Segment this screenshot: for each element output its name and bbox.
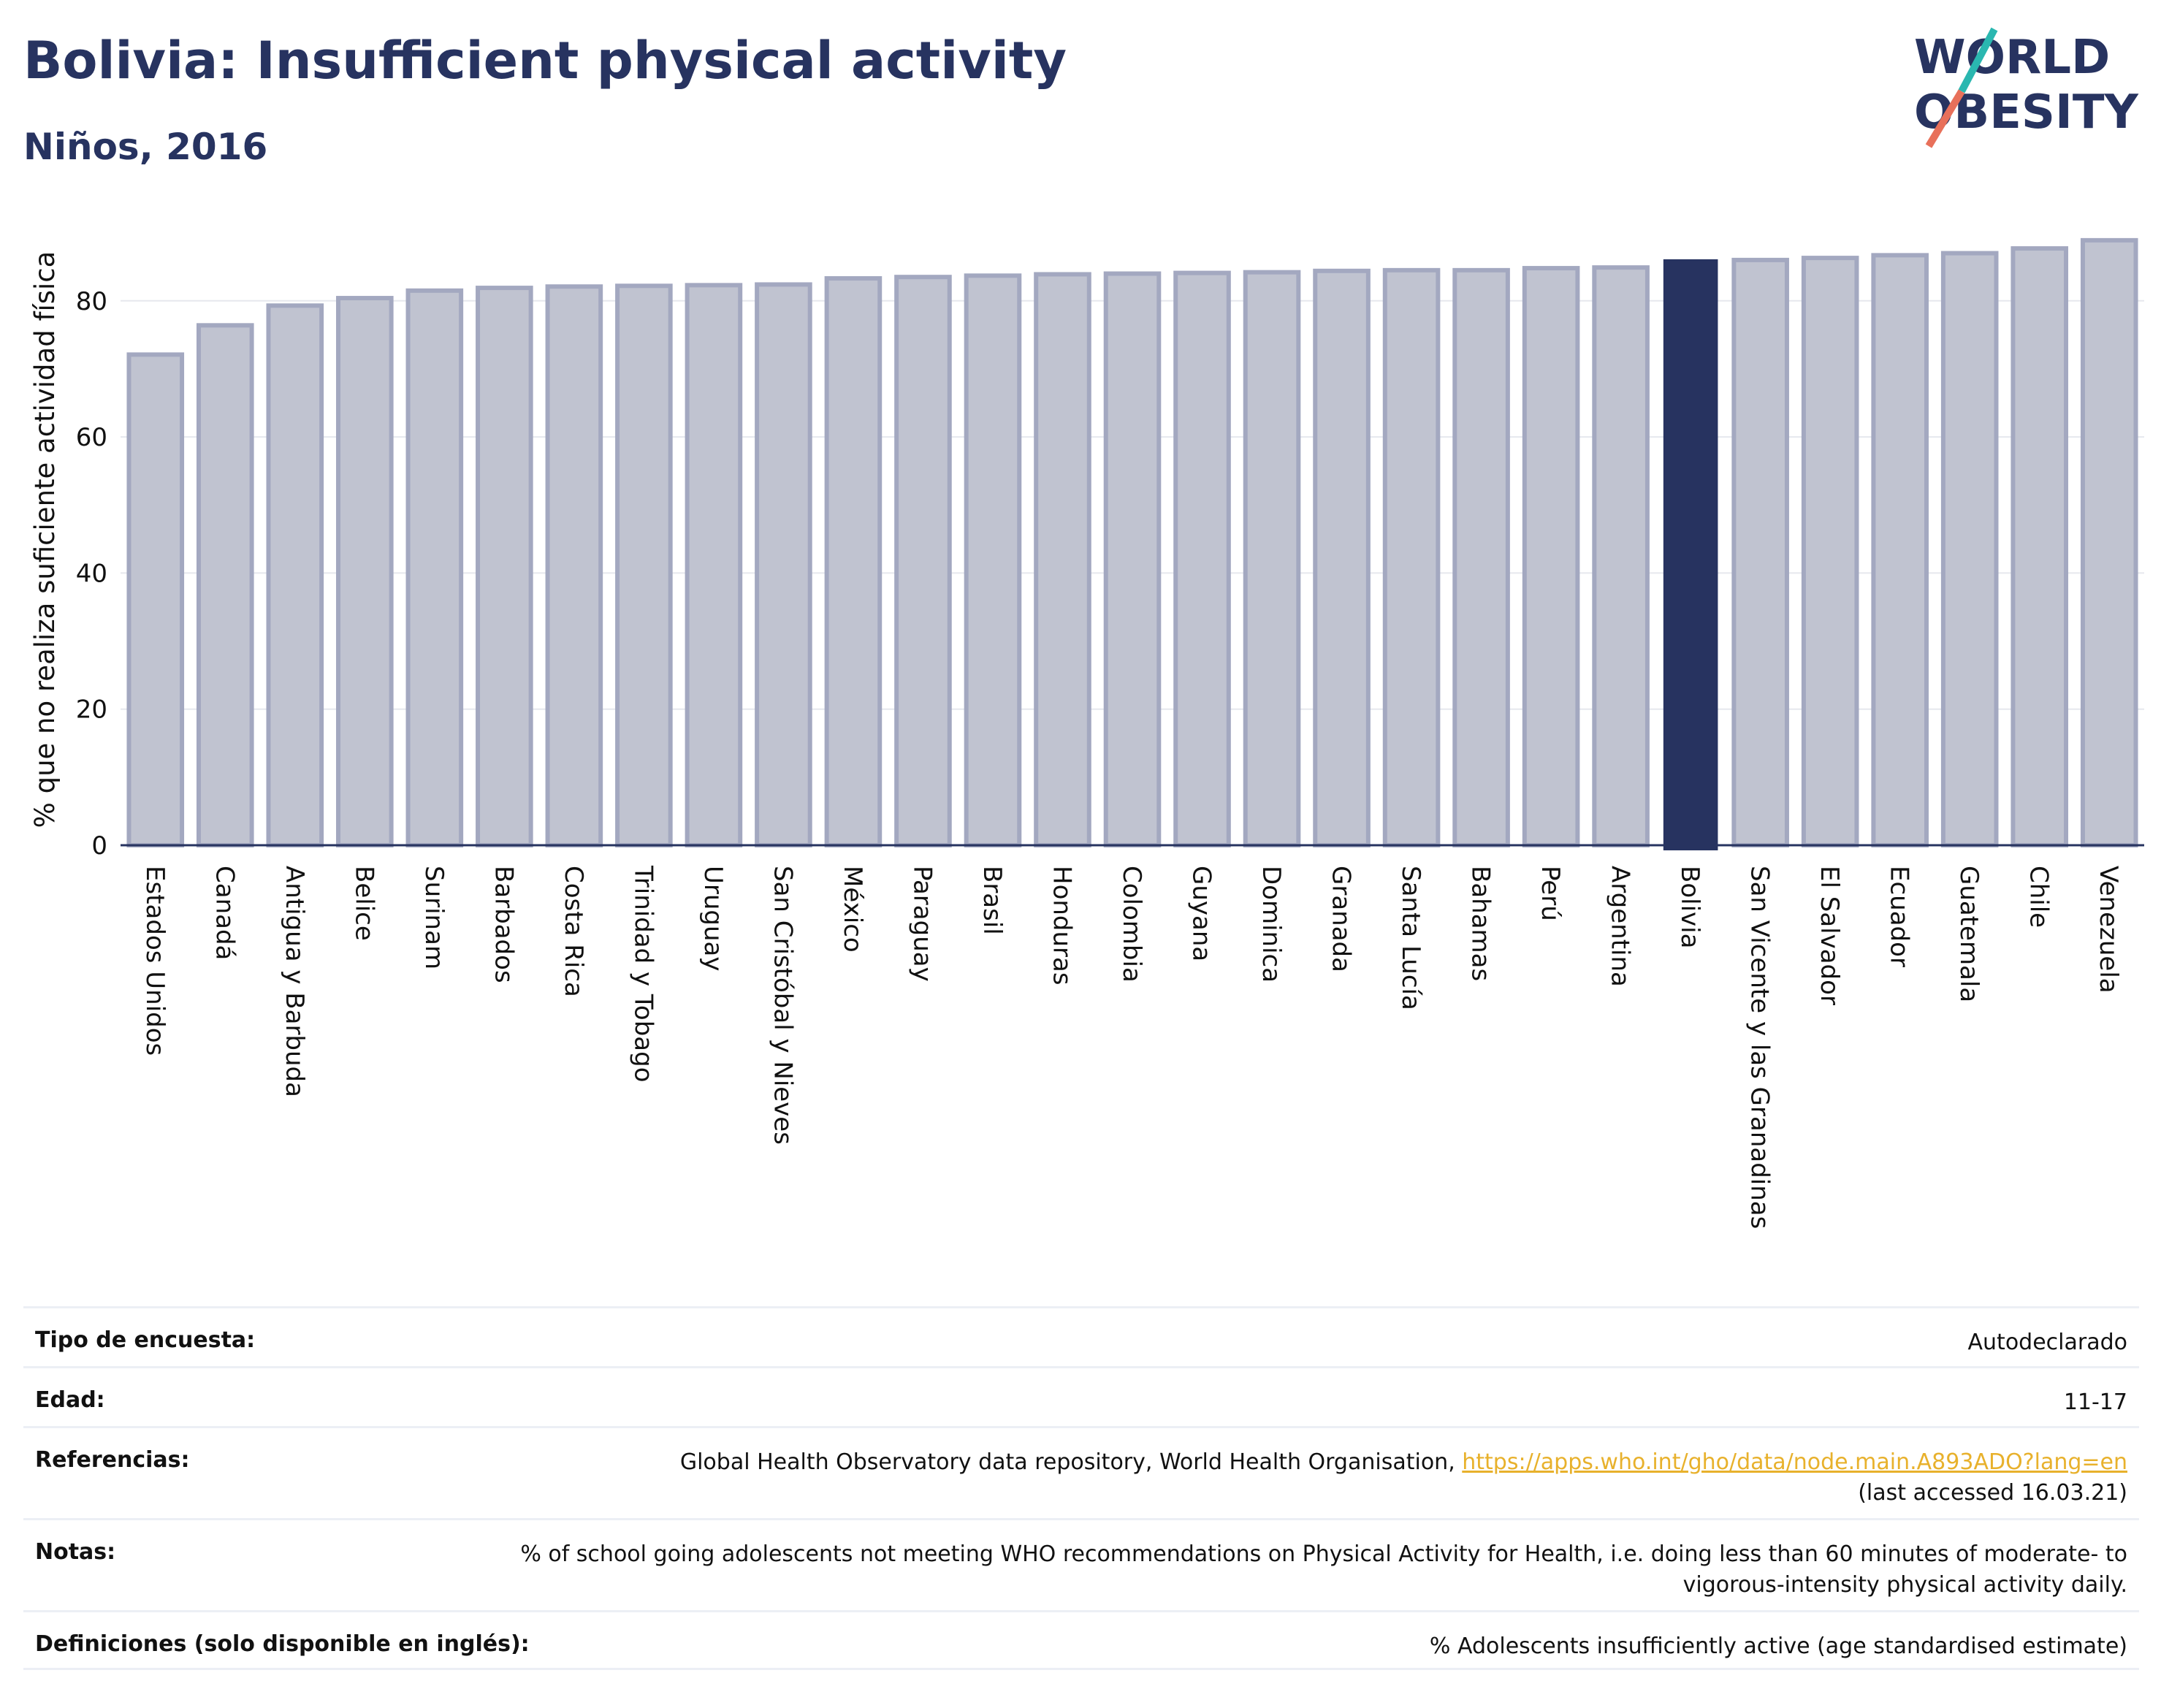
x-tick-label: Surinam: [419, 866, 449, 969]
references-text: Global Health Observatory data repositor…: [679, 1449, 1463, 1475]
x-tick-label: Brasil: [977, 866, 1007, 935]
references-link[interactable]: https://apps.who.int/gho/data/node.main.…: [1462, 1449, 2127, 1475]
bar-bolivia: [1663, 259, 1718, 850]
logo-line1: WORLD: [1914, 31, 2110, 85]
info-value-age: 11-17: [2063, 1389, 2127, 1415]
info-label-age: Edad:: [35, 1387, 105, 1413]
x-tick-label: Barbados: [489, 866, 518, 983]
bar-costa-rica: [545, 284, 603, 847]
x-tick-label: Trinidad y Tobago: [628, 865, 658, 1083]
bar-uruguay: [685, 283, 743, 847]
info-label-notes: Notas:: [35, 1539, 116, 1565]
bar-granada: [1313, 268, 1371, 847]
y-tick-label: 80: [76, 287, 107, 316]
info-row-age: Edad: 11-17: [23, 1366, 2139, 1426]
bar-el-salvador: [1801, 256, 1859, 847]
info-value-survey: Autodeclarado: [1967, 1330, 2127, 1355]
x-tick-label: El Salvador: [1815, 866, 1844, 1005]
bar-perú: [1522, 266, 1580, 847]
x-tick-label: Ecuador: [1885, 866, 1914, 967]
bar-estados-unidos: [126, 352, 185, 848]
bar-bahamas: [1452, 267, 1510, 847]
info-value-definitions: % Adolescents insufficiently active (age…: [1429, 1633, 2127, 1659]
bar-venezuela: [2080, 237, 2138, 847]
page-title: Bolivia: Insufficient physical activity: [23, 31, 1067, 91]
x-tick-label: Bahamas: [1466, 866, 1495, 981]
x-tick-label: Belice: [349, 866, 378, 941]
info-table: Tipo de encuesta: Autodeclarado Edad: 11…: [23, 1306, 2139, 1670]
y-axis-label: % que no realiza suficiente actividad fí…: [29, 251, 61, 828]
x-tick-label: Santa Lucía: [1396, 866, 1425, 1010]
x-tick-label: Venezuela: [2094, 866, 2123, 994]
info-value-references: Global Health Observatory data repositor…: [680, 1447, 2139, 1509]
info-value-notes: % of school going adolescents not meetin…: [520, 1541, 2127, 1598]
y-tick-label: 60: [76, 423, 107, 452]
bar-antigua-y-barbuda: [266, 303, 324, 847]
world-obesity-logo: WORLD OBESITY: [1914, 27, 2138, 148]
page-subtitle: Niños, 2016: [23, 126, 268, 168]
bar-paraguay: [894, 275, 952, 848]
bar-méxico: [824, 276, 883, 847]
bar-honduras: [1034, 272, 1091, 847]
x-tick-label: Granada: [1327, 866, 1356, 972]
logo-slash-teal: [1958, 27, 1998, 94]
bar-chile: [2011, 246, 2069, 847]
x-tick-label: Bolivia: [1675, 866, 1704, 948]
x-tick-label: Estados Unidos: [140, 866, 169, 1056]
x-tick-label: Perú: [1536, 866, 1565, 921]
info-row-definitions: Definiciones (solo disponible en inglés)…: [23, 1610, 2139, 1670]
x-tick-label: San Cristóbal y Nieves: [768, 866, 797, 1145]
bar-surinam: [405, 288, 464, 848]
bar-brasil: [964, 273, 1022, 848]
y-tick-label: 40: [76, 559, 107, 588]
y-tick-label: 20: [76, 695, 107, 725]
x-tick-label: Guyana: [1187, 866, 1216, 961]
bar-canadá: [196, 323, 254, 847]
info-row-survey: Tipo de encuesta: Autodeclarado: [23, 1306, 2139, 1366]
info-label-references: Referencias:: [35, 1447, 190, 1473]
bar-dominica: [1243, 270, 1301, 847]
bar-barbados: [476, 286, 533, 848]
info-label-survey: Tipo de encuesta:: [35, 1327, 256, 1353]
bar-colombia: [1103, 271, 1162, 847]
x-tick-label: Costa Rica: [559, 866, 588, 997]
bar-guatemala: [1940, 251, 1999, 847]
x-tick-label: Canadá: [210, 866, 239, 960]
bar-ecuador: [1871, 253, 1929, 847]
bar-santa-lucía: [1382, 267, 1441, 847]
x-tick-label: Paraguay: [907, 866, 937, 982]
bar-chart: 0 20 40 60 80 % que no realiza suficiente act…: [29, 237, 2144, 1229]
bar-belice: [336, 296, 394, 847]
y-tick-label: 0: [91, 831, 107, 861]
bar-argentina: [1592, 265, 1650, 847]
bar-san-cristóbal-y-nieves: [755, 282, 812, 847]
x-tick-label: Uruguay: [698, 866, 728, 972]
x-tick-label: San Vicente y las Granadinas: [1745, 866, 1775, 1229]
x-tick-label: Dominica: [1257, 866, 1286, 983]
x-tick-label: Honduras: [1047, 866, 1076, 985]
bar-san-vicente-y-las-granadinas: [1731, 257, 1789, 847]
info-label-definitions: Definiciones (solo disponible en inglés)…: [35, 1631, 530, 1657]
references-accessed: (last accessed 16.03.21): [1858, 1480, 2127, 1506]
x-tick-label: Colombia: [1117, 866, 1146, 983]
bar-guyana: [1173, 270, 1231, 847]
x-tick-label: México: [838, 866, 867, 953]
x-tick-label: Guatemala: [1954, 866, 1983, 1002]
bar-trinidad-y-tobago: [615, 283, 673, 847]
x-tick-label: Chile: [2024, 866, 2054, 928]
x-tick-label: Argentina: [1606, 866, 1635, 987]
info-row-references: Referencias: Global Health Observatory d…: [23, 1426, 2139, 1518]
info-row-notes: Notas: % of school going adolescents not…: [23, 1518, 2139, 1610]
x-tick-label: Antigua y Barbuda: [280, 866, 309, 1097]
logo-slash-coral: [1925, 89, 1965, 148]
